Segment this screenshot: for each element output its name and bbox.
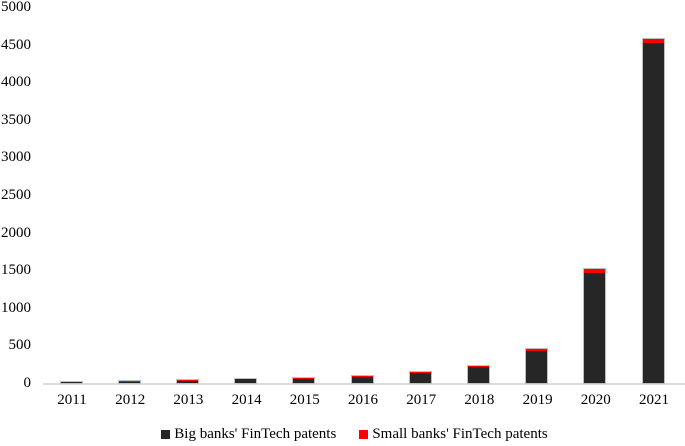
x-tick-label: 2020 [580,392,611,408]
bar-segment-small-banks [584,269,606,273]
bar-segment-small-banks [467,365,489,368]
legend-label-small-banks: Small banks' FinTech patents [372,426,548,442]
x-tick-label: 2019 [522,392,553,408]
bar-segment-big-banks [467,367,489,383]
bar-segment-big-banks [409,373,431,383]
y-tick-label: 4500 [1,36,31,53]
bar-segment-big-banks [351,376,373,383]
bar-segment-small-banks [409,372,431,374]
x-tick-label: 2012 [115,392,146,408]
legend-item-small-banks: Small banks' FinTech patents [359,426,548,443]
y-tick-label: 2000 [1,224,31,241]
bar-segment-small-banks [351,376,373,377]
bar-group-2018 [466,364,490,384]
y-tick-label: 4000 [1,74,31,91]
bar-segment-big-banks [584,272,606,383]
bar-group-2015 [292,377,316,384]
bar-segment-small-banks [526,348,548,351]
x-axis: 2011 2012 2013 2014 2015 2016 2017 2018 2019 2020… [0,391,685,411]
bar-group-2021 [641,37,665,384]
y-axis: 0 500 1000 1500 2000 2500 3000 3500 4000 4500 5000 [0,0,31,400]
x-tick-label: 2016 [348,392,378,408]
bar-segment-big-banks [60,381,82,383]
x-tick-label: 2011 [57,392,87,408]
x-tick-label: 2017 [406,392,437,408]
bar-segment-big-banks [118,381,140,383]
x-tick-label: 2018 [464,392,495,408]
y-tick-label: 3500 [1,111,31,128]
y-tick-label: 5000 [1,0,31,15]
x-tick-label: 2015 [289,392,320,408]
y-tick-label: 1000 [1,299,31,316]
bar-group-2012 [117,380,141,384]
bar-group-2013 [175,379,199,384]
x-tick-label: 2013 [173,392,204,408]
y-tick-label: 1500 [1,262,31,279]
plot-area [43,37,685,385]
x-axis-line [43,383,685,385]
bar-group-2017 [408,371,432,384]
legend: Big banks' FinTech patents Small banks' … [12,426,685,443]
small-banks-swatch-icon [359,430,369,439]
y-tick-label: 2500 [1,187,31,203]
bar-group-2019 [525,347,549,384]
y-tick-label: 0 [23,375,32,391]
x-tick-label: 2014 [231,392,262,408]
bar-segment-big-banks [176,380,198,383]
y-tick-label: 500 [8,337,32,354]
bar-group-2014 [234,378,258,384]
bar-segment-small-banks [642,38,664,44]
bar-segment-big-banks [642,43,664,383]
bar-group-2020 [583,268,607,384]
legend-label-big-banks: Big banks' FinTech patents [174,426,337,442]
bar-group-2011 [59,380,83,384]
bar-segment-big-banks [293,378,315,383]
y-tick-label: 3000 [1,149,31,166]
x-tick-label: 2021 [639,392,669,408]
bar-group-2016 [350,375,374,384]
bar-segment-big-banks [235,379,257,383]
legend-item-big-banks: Big banks' FinTech patents [161,426,336,443]
bar-segment-big-banks [526,350,548,383]
big-banks-swatch-icon [161,430,171,439]
